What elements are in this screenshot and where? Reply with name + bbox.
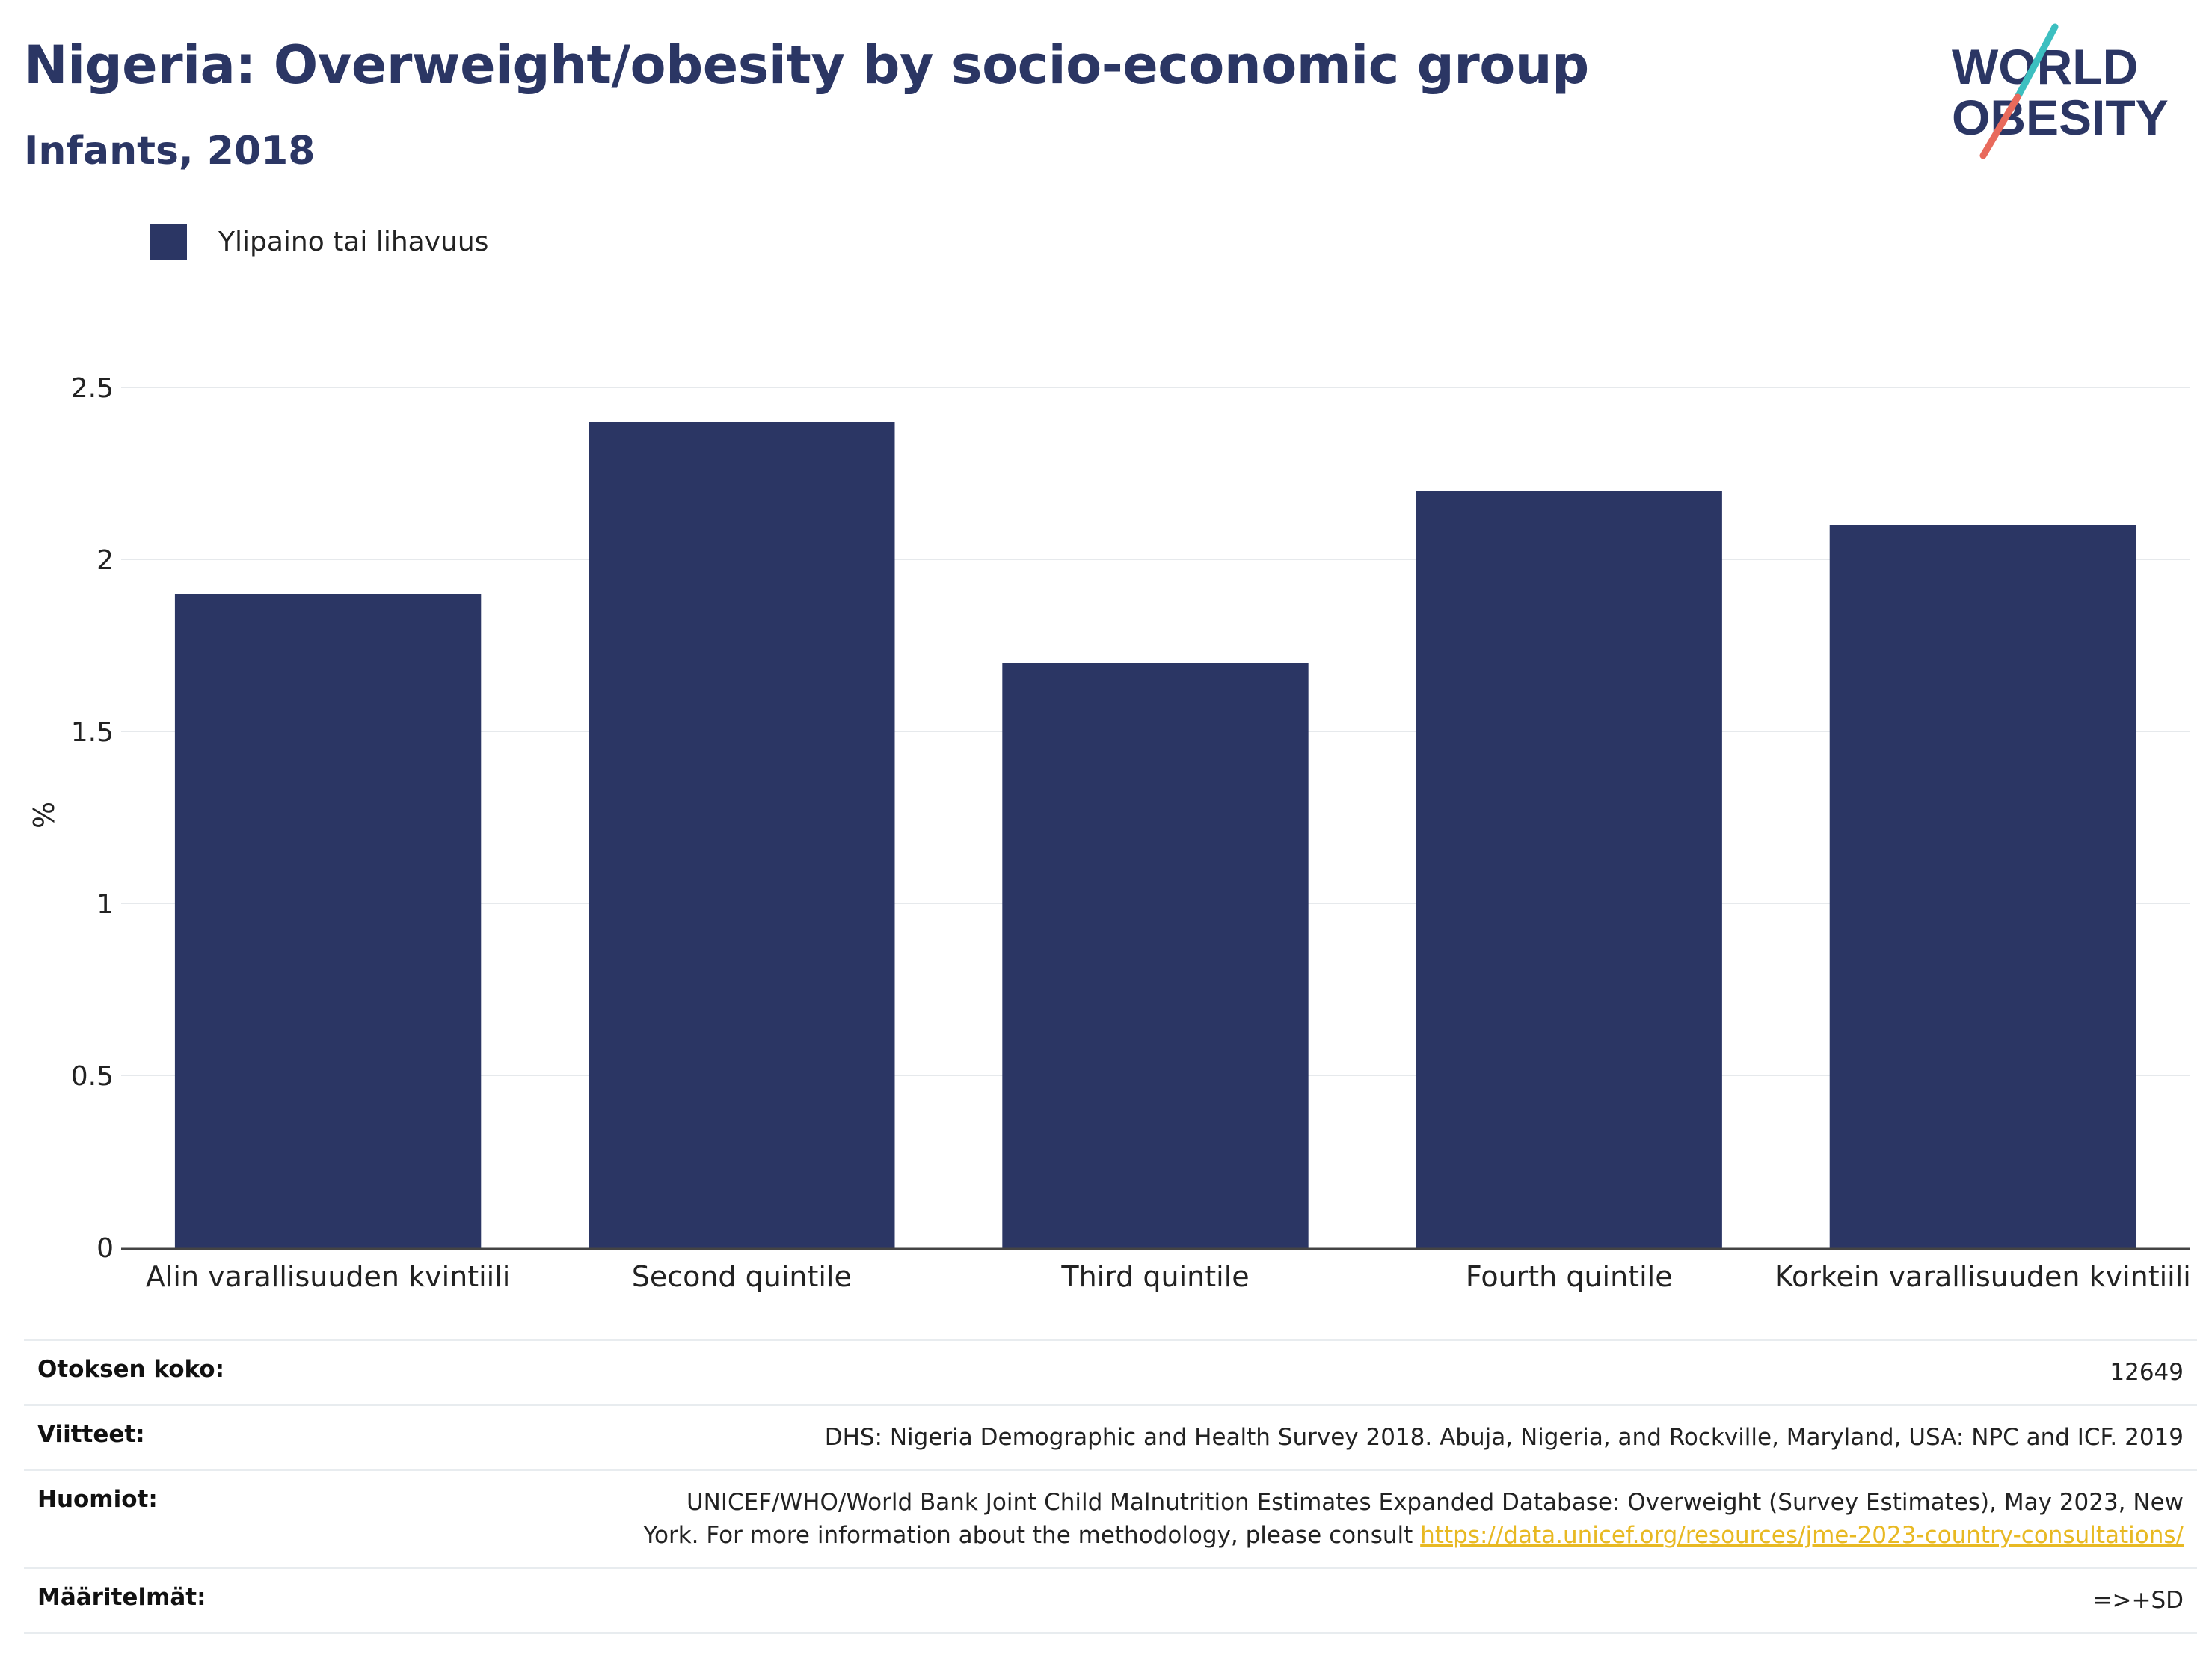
legend-swatch (150, 224, 187, 260)
bar (174, 594, 482, 1250)
y-tick-label: 2 (96, 545, 114, 576)
notes-text: UNICEF/WHO/World Bank Joint Child Malnut… (643, 1489, 2184, 1549)
chart-subtitle: Infants, 2018 (24, 129, 316, 174)
axes: 0 0.5 1 1.5 2 2.5 Alin varallisuuden kvintiili… (71, 373, 2191, 1293)
logo-teal-slash (2014, 23, 2059, 101)
bar (1416, 491, 1722, 1250)
logo-coral-slash (1979, 93, 2021, 159)
x-tick-label: Fourth quintile (1466, 1260, 1673, 1293)
notes-value: UNICEF/WHO/World Bank Joint Child Malnut… (628, 1486, 2184, 1552)
legend-label: Ylipaino tai lihavuus (218, 226, 489, 257)
bar-chart: 0 0.5 1 1.5 2 2.5 Alin varallisuuden kvintiili… (28, 373, 2191, 1293)
sample-size-label: Otoksen koko: (37, 1356, 224, 1383)
x-tick-label: Second quintile (632, 1260, 852, 1293)
notes-label: Huomiot: (37, 1486, 158, 1513)
y-tick-label: 1 (96, 889, 114, 920)
bar (1829, 525, 2136, 1250)
info-row-notes: Huomiot: UNICEF/WHO/World Bank Joint Chi… (24, 1469, 2197, 1567)
methodology-link[interactable]: https://data.unicef.org/resources/jme-20… (1420, 1522, 2184, 1549)
y-tick-label: 0 (96, 1233, 114, 1264)
chart-title: Nigeria: Overweight/obesity by socio-eco… (24, 34, 1589, 96)
references-label: Viitteet: (37, 1421, 145, 1448)
world-obesity-logo: WORLD OBESITY (1952, 23, 2169, 159)
x-tick-label: Alin varallisuuden kvintiili (146, 1260, 511, 1293)
definitions-value: =>+SD (2092, 1587, 2184, 1614)
x-tick-label: Third quintile (1060, 1260, 1249, 1293)
y-tick-label: 0.5 (71, 1061, 114, 1092)
bar (1002, 663, 1309, 1250)
x-tick-label: Korkein varallisuuden kvintiili (1775, 1260, 2191, 1293)
info-row-references: Viitteet: DHS: Nigeria Demographic and H… (24, 1404, 2197, 1469)
info-row-definitions: Määritelmät: =>+SD (24, 1567, 2197, 1634)
logo-text-obesity: OBESITY (1952, 90, 2169, 145)
y-axis-label: % (28, 802, 61, 829)
y-tick-label: 2.5 (71, 373, 114, 404)
bars (174, 422, 2136, 1250)
bar (589, 422, 895, 1250)
info-row-sample-size: Otoksen koko: 12649 (24, 1339, 2197, 1404)
definitions-label: Määritelmät: (37, 1584, 206, 1611)
references-value: DHS: Nigeria Demographic and Health Surv… (824, 1424, 2184, 1451)
y-tick-label: 1.5 (71, 717, 114, 748)
sample-size-value: 12649 (2110, 1359, 2184, 1386)
chart-legend: Ylipaino tai lihavuus (150, 223, 488, 260)
info-table: Otoksen koko: 12649 Viitteet: DHS: Niger… (24, 1339, 2197, 1634)
